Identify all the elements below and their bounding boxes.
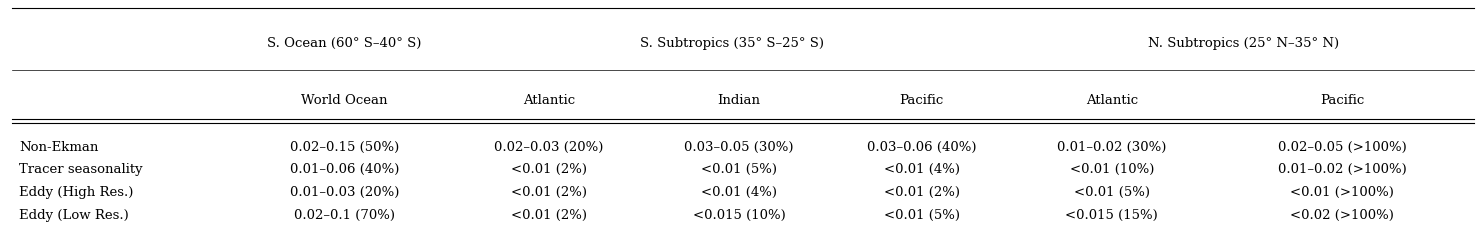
Text: 0.01–0.06 (40%): 0.01–0.06 (40%) bbox=[290, 163, 398, 176]
Text: <0.01 (4%): <0.01 (4%) bbox=[884, 163, 960, 176]
Text: N. Subtropics (25° N–35° N): N. Subtropics (25° N–35° N) bbox=[1148, 37, 1339, 50]
Text: <0.01 (2%): <0.01 (2%) bbox=[511, 185, 586, 198]
Text: <0.01 (5%): <0.01 (5%) bbox=[1074, 185, 1149, 198]
Text: <0.015 (15%): <0.015 (15%) bbox=[1065, 208, 1158, 221]
Text: Pacific: Pacific bbox=[899, 93, 943, 106]
Text: Tracer seasonality: Tracer seasonality bbox=[19, 163, 142, 176]
Text: Non-Ekman: Non-Ekman bbox=[19, 140, 99, 153]
Text: 0.03–0.06 (40%): 0.03–0.06 (40%) bbox=[866, 140, 976, 153]
Text: <0.01 (2%): <0.01 (2%) bbox=[884, 185, 960, 198]
Text: Atlantic: Atlantic bbox=[1086, 93, 1137, 106]
Text: S. Subtropics (35° S–25° S): S. Subtropics (35° S–25° S) bbox=[640, 37, 823, 50]
Text: Atlantic: Atlantic bbox=[523, 93, 575, 106]
Text: <0.01 (2%): <0.01 (2%) bbox=[511, 208, 586, 221]
Text: <0.015 (10%): <0.015 (10%) bbox=[693, 208, 785, 221]
Text: 0.02–0.1 (70%): 0.02–0.1 (70%) bbox=[293, 208, 395, 221]
Text: Eddy (Low Res.): Eddy (Low Res.) bbox=[19, 208, 129, 221]
Text: <0.01 (5%): <0.01 (5%) bbox=[884, 208, 960, 221]
Text: World Ocean: World Ocean bbox=[301, 93, 388, 106]
Text: 0.02–0.05 (>100%): 0.02–0.05 (>100%) bbox=[1278, 140, 1407, 153]
Text: <0.01 (5%): <0.01 (5%) bbox=[701, 163, 778, 176]
Text: <0.01 (>100%): <0.01 (>100%) bbox=[1290, 185, 1394, 198]
Text: 0.02–0.03 (20%): 0.02–0.03 (20%) bbox=[495, 140, 604, 153]
Text: 0.03–0.05 (30%): 0.03–0.05 (30%) bbox=[684, 140, 794, 153]
Text: 0.01–0.03 (20%): 0.01–0.03 (20%) bbox=[290, 185, 398, 198]
Text: <0.01 (4%): <0.01 (4%) bbox=[701, 185, 778, 198]
Text: 0.01–0.02 (>100%): 0.01–0.02 (>100%) bbox=[1278, 163, 1407, 176]
Text: Indian: Indian bbox=[718, 93, 761, 106]
Text: <0.01 (2%): <0.01 (2%) bbox=[511, 163, 586, 176]
Text: <0.01 (10%): <0.01 (10%) bbox=[1069, 163, 1154, 176]
Text: <0.02 (>100%): <0.02 (>100%) bbox=[1290, 208, 1394, 221]
Text: Pacific: Pacific bbox=[1320, 93, 1364, 106]
Text: Eddy (High Res.): Eddy (High Res.) bbox=[19, 185, 133, 198]
Text: S. Ocean (60° S–40° S): S. Ocean (60° S–40° S) bbox=[267, 37, 422, 50]
Text: 0.01–0.02 (30%): 0.01–0.02 (30%) bbox=[1057, 140, 1167, 153]
Text: 0.02–0.15 (50%): 0.02–0.15 (50%) bbox=[290, 140, 398, 153]
